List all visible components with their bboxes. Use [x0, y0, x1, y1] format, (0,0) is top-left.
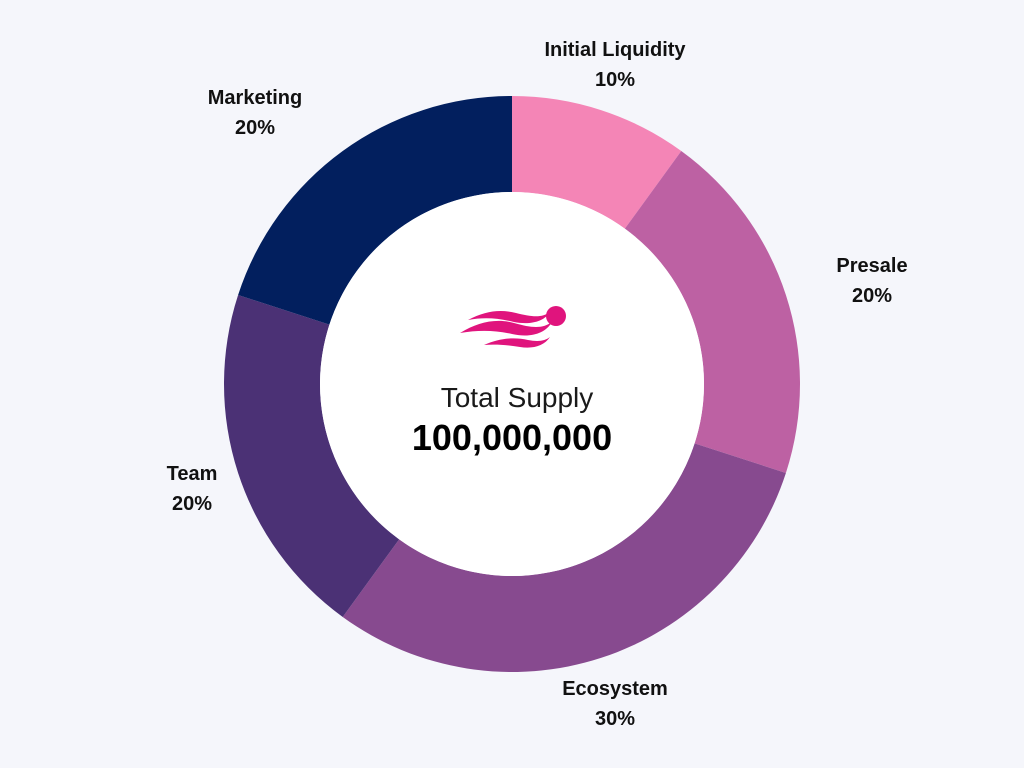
slice-label-name: Marketing	[208, 87, 302, 109]
slice-team	[224, 295, 400, 617]
wave-logo-icon	[460, 306, 566, 348]
slice-label-name: Initial Liquidity	[544, 39, 686, 61]
slice-label-value: 20%	[852, 285, 892, 307]
slice-ecosystem	[342, 443, 786, 673]
donut-slices	[224, 96, 801, 673]
slice-labels: Initial Liquidity 10% Presale 20% Ecosystem 3…	[167, 39, 908, 730]
donut-hole	[320, 192, 704, 576]
slice-label-value: 30%	[595, 708, 635, 730]
slice-label-name: Presale	[836, 255, 907, 277]
slice-label-name: Ecosystem	[562, 678, 668, 700]
slice-label-value: 20%	[172, 493, 212, 515]
slice-label-value: 20%	[235, 117, 275, 139]
center-value: 100,000,000	[412, 417, 612, 458]
slice-label-value: 10%	[595, 69, 635, 91]
slice-marketing	[238, 96, 513, 325]
slice-presale	[624, 151, 801, 473]
slice-label-name: Team	[167, 463, 218, 485]
center-title: Total Supply	[441, 382, 594, 413]
slice-initial-liquidity	[512, 96, 682, 229]
